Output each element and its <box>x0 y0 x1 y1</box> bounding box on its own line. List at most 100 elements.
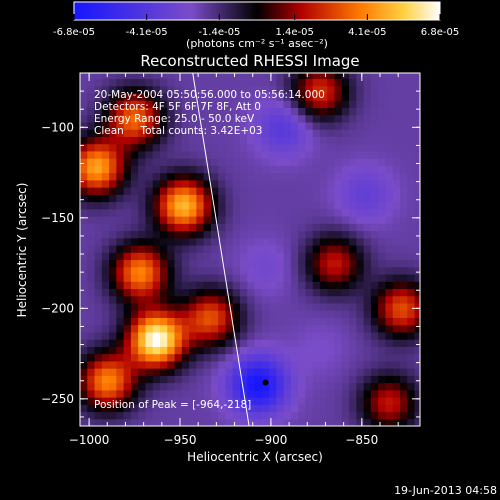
heatmap-cell <box>87 281 96 290</box>
heatmap-cell <box>181 418 190 426</box>
heatmap-cell <box>80 389 88 398</box>
heatmap-cell <box>196 259 205 268</box>
heatmap-cell <box>240 107 248 116</box>
heatmap-cell <box>298 100 307 108</box>
heatmap-cell <box>356 237 365 246</box>
heatmap-cell <box>269 201 277 210</box>
heatmap-cell <box>123 244 132 253</box>
heatmap-cell <box>261 368 270 376</box>
heatmap-cell <box>261 114 270 123</box>
heatmap-cell <box>363 143 372 152</box>
heatmap-cell <box>181 194 190 203</box>
heatmap-cell <box>261 136 270 145</box>
heatmap-cell <box>247 121 256 130</box>
heatmap-cell <box>378 288 387 297</box>
heatmap-cell <box>327 85 336 94</box>
heatmap-cell <box>101 73 110 80</box>
heatmap-cell <box>167 78 176 87</box>
heatmap-cell <box>305 100 314 108</box>
heatmap-cell <box>196 302 205 311</box>
heatmap-cell <box>269 281 277 290</box>
heatmap-cell <box>341 172 350 181</box>
heatmap-cell <box>225 85 234 94</box>
heatmap-cell <box>80 73 88 80</box>
heatmap-cell <box>400 201 408 210</box>
heatmap-cell <box>356 368 365 376</box>
heatmap-cell <box>218 389 227 398</box>
heatmap-cell <box>392 360 401 369</box>
heatmap-cell <box>203 324 212 333</box>
heatmap-cell <box>400 187 408 195</box>
heatmap-cell <box>392 418 401 426</box>
heatmap-cell <box>276 85 285 94</box>
heatmap-cell <box>232 418 241 426</box>
heatmap-cell <box>392 78 401 87</box>
heatmap-cell <box>210 230 219 239</box>
heatmap-cell <box>240 78 248 87</box>
heatmap-cell <box>130 317 139 326</box>
heatmap-cell <box>87 266 96 275</box>
heatmap-cell <box>160 194 168 203</box>
heatmap-cell <box>174 310 183 318</box>
colorbar-tick-label: 6.8e-05 <box>421 27 459 38</box>
heatmap-cell <box>400 216 408 224</box>
heatmap-cell <box>349 281 357 290</box>
heatmap-cell <box>312 252 321 261</box>
heatmap-cell <box>225 208 234 217</box>
heatmap-cell <box>254 237 263 246</box>
heatmap-cell <box>327 216 336 224</box>
heatmap-cell <box>94 194 103 203</box>
heatmap-cell <box>160 114 168 123</box>
heatmap-cell <box>210 382 219 391</box>
heatmap-cell <box>87 288 96 297</box>
heatmap-cell <box>152 418 161 426</box>
heatmap-cell <box>80 85 88 94</box>
heatmap-cell <box>203 382 212 391</box>
heatmap-cell <box>189 397 197 405</box>
heatmap-cell <box>203 223 212 232</box>
heatmap-cell <box>407 201 416 210</box>
heatmap-cell <box>312 73 321 80</box>
heatmap-cell <box>378 244 387 253</box>
heatmap-cell <box>276 223 285 232</box>
heatmap-cell <box>167 295 176 304</box>
heatmap-cell <box>261 121 270 130</box>
heatmap-cell <box>261 107 270 116</box>
heatmap-cell <box>218 208 227 217</box>
heatmap-cell <box>94 273 103 282</box>
heatmap-cell <box>123 143 132 152</box>
heatmap-cell <box>87 201 96 210</box>
heatmap-cell <box>349 418 357 426</box>
heatmap-cell <box>370 179 379 188</box>
heatmap-cell <box>109 194 117 203</box>
heatmap-cell <box>283 353 292 362</box>
heatmap-cell <box>320 259 328 268</box>
heatmap-cell <box>414 208 420 217</box>
heatmap-cell <box>254 346 263 355</box>
heatmap-cell <box>101 317 110 326</box>
heatmap-cell <box>160 404 168 413</box>
heatmap-cell <box>225 78 234 87</box>
heatmap-cell <box>254 404 263 413</box>
heatmap-cell <box>145 346 154 355</box>
heatmap-cell <box>400 230 408 239</box>
heatmap-cell <box>174 129 183 137</box>
heatmap-cell <box>305 288 314 297</box>
heatmap-cell <box>363 317 372 326</box>
heatmap-cell <box>167 158 176 166</box>
heatmap-cell <box>87 216 96 224</box>
heatmap-cell <box>225 404 234 413</box>
heatmap-cell <box>254 259 263 268</box>
heatmap-cell <box>385 273 394 282</box>
heatmap-cell <box>261 73 270 80</box>
heatmap-cell <box>130 179 139 188</box>
heatmap-cell <box>392 85 401 94</box>
peak-marker <box>262 379 269 386</box>
heatmap-cell <box>80 360 88 369</box>
heatmap-cell <box>196 78 205 87</box>
heatmap-cell <box>210 121 219 130</box>
heatmap-cell <box>312 230 321 239</box>
heatmap-cell <box>181 143 190 152</box>
heatmap-cell <box>400 302 408 311</box>
heatmap-cell <box>378 78 387 87</box>
